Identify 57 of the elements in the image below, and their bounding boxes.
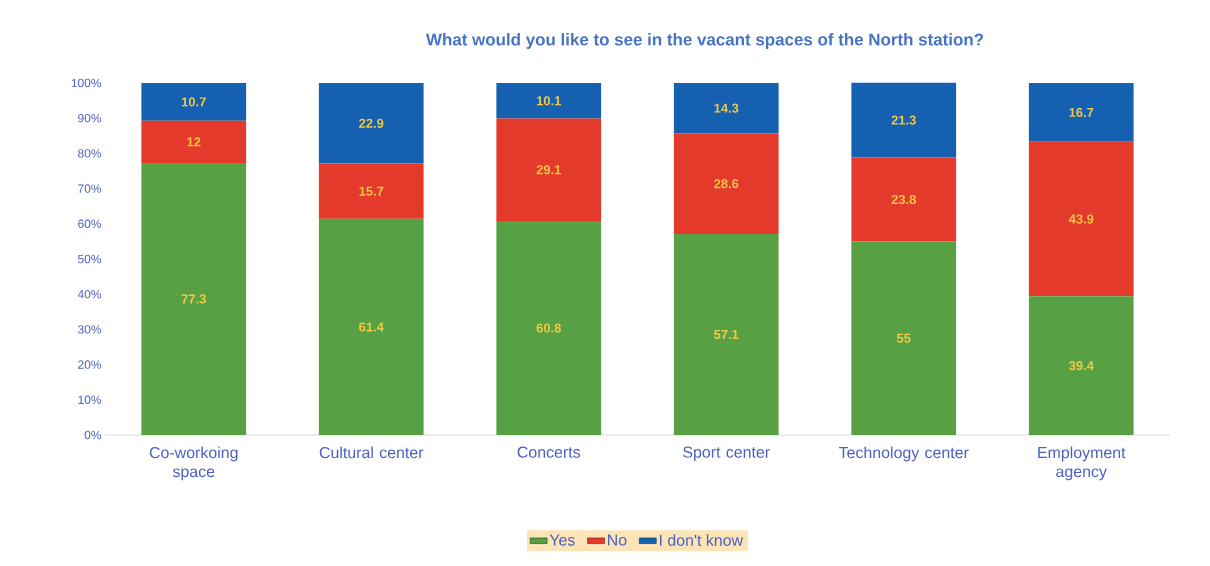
data-label: 29.1 [536,165,561,175]
data-label: 77.3 [181,294,206,304]
data-label: 60.8 [536,323,561,333]
bar [851,241,957,435]
bar [496,83,602,119]
y-tick-label: 20% [78,360,102,369]
x-tick-label: Sport center [683,446,770,461]
y-tick-label: 30% [78,325,102,334]
bar [851,157,957,242]
legend-label: I don't know [659,534,744,546]
y-tick-label: 90% [78,113,102,123]
legend-label: No [608,534,627,546]
x-tick-label: Co-workoing space [149,446,238,481]
bar [496,220,602,435]
bar [1028,83,1134,142]
data-label: 10.1 [536,96,561,106]
x-tick-label: Employment agency [1038,446,1126,481]
data-label: 23.8 [891,194,916,205]
data-label: 55 [896,333,911,343]
legend-label: Yes [549,534,575,546]
bar [851,82,957,158]
bar [496,118,602,221]
data-label: 14.3 [714,103,739,113]
bar [141,83,247,121]
bar [318,218,424,435]
bar [673,234,779,435]
bar [673,83,779,134]
data-label: 61.4 [359,322,384,332]
data-label: 22.9 [359,118,384,128]
y-tick-label: 0% [84,430,102,440]
bar [141,162,247,435]
x-tick-label: Concerts [517,446,581,458]
y-tick-label: 50% [78,254,102,264]
chart-title: What would you like to see in the vacant spaces of the North station? [426,33,984,49]
data-label: 10.7 [181,97,206,107]
y-tick-label: 60% [78,219,102,229]
data-label: 39.4 [1068,361,1094,371]
y-tick-label: 40% [77,289,102,299]
data-label: 15.7 [359,186,384,196]
bar [1028,296,1134,435]
y-tick-label: 70% [78,184,102,193]
data-label: 12 [187,137,201,147]
data-label: 16.7 [1069,107,1094,117]
data-label: 57.1 [714,329,739,340]
y-tick-label: 100% [71,78,102,88]
bar [1028,141,1134,297]
data-label: 43.9 [1068,214,1094,224]
y-tick-label: 80% [78,149,102,158]
bar [318,163,424,219]
data-label: 28.6 [714,179,739,189]
y-tick-label: 10% [78,395,102,405]
bar [318,83,424,164]
x-tick-label: Cultural center [319,446,424,459]
x-tick-label: Technology center [838,446,969,462]
data-label: 21.3 [891,115,916,125]
bar [673,133,779,235]
bar [141,120,247,163]
